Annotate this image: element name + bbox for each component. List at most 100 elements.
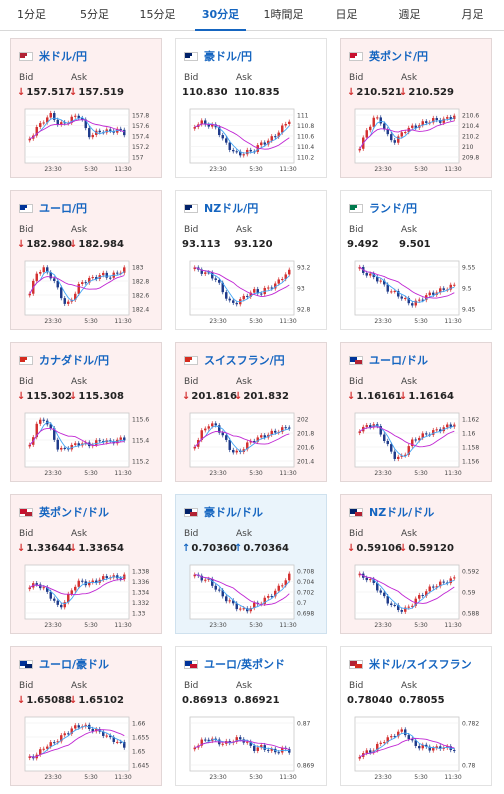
pair-name[interactable]: スイスフラン/円: [204, 354, 285, 367]
pair-card[interactable]: 米ドル/円 Bid Ask ↓157.517 ↓157.519 157.8 157.6 157…: [10, 38, 162, 178]
candle-body: [253, 602, 256, 609]
ask-label: Ask: [71, 529, 88, 539]
currency-flag-icon: [349, 659, 363, 669]
currency-flag-icon: [184, 507, 198, 517]
ask-label: Ask: [236, 225, 253, 235]
pair-name[interactable]: NZドル/ドル: [369, 506, 435, 519]
moving-average-short: [194, 425, 290, 452]
price-chart[interactable]: 115.6 115.4 115.2 23:30 5:30 11:30: [17, 409, 157, 479]
price-chart[interactable]: 0.592 0.59 0.588 23:30 5:30 11:30: [347, 561, 487, 631]
pair-name[interactable]: ユーロ/円: [39, 202, 88, 215]
candle-body: [432, 430, 435, 435]
pair-name[interactable]: 豪ドル/ドル: [204, 506, 264, 519]
pair-card[interactable]: ユーロ/円 Bid Ask ↓182.980 ↓182.984 183 182.8 182.6…: [10, 190, 162, 330]
price-chart[interactable]: 1.162 1.16 1.158 1.156 23:30 5:30 11:30: [347, 409, 487, 479]
pair-name[interactable]: 豪ドル/円: [204, 50, 253, 63]
candle-body: [288, 427, 291, 429]
tab-2[interactable]: 15分足: [139, 8, 176, 21]
price-chart[interactable]: 0.87 0.869 23:30 5:30 11:30: [182, 713, 322, 783]
tab-6[interactable]: 週足: [398, 8, 421, 21]
tab-3[interactable]: 30分足: [189, 0, 252, 31]
pair-name[interactable]: NZドル/円: [204, 202, 259, 215]
price-chart[interactable]: 210.6 210.4 210.2 210 209.8 23:30 5:30 11:30: [347, 105, 487, 175]
candle-body: [386, 596, 389, 604]
currency-flag-icon: [19, 507, 33, 517]
bid-label: Bid: [184, 681, 199, 691]
pair-card[interactable]: スイスフラン/円 Bid Ask ↓201.816 ↓201.832 202 201.8 20…: [175, 342, 327, 482]
candle-body: [260, 142, 263, 146]
tab-5[interactable]: 日足: [335, 8, 358, 21]
tab-4[interactable]: 1時間足: [263, 8, 304, 21]
candle-body: [242, 154, 245, 156]
candle-body: [239, 151, 242, 156]
ask-value: ↓115.308: [69, 391, 124, 402]
pair-card[interactable]: ユーロ/英ポンド Bid Ask 0.86913 0.86921 0.87 0.869 23:…: [175, 646, 327, 786]
candle-body: [228, 142, 231, 150]
price-chart[interactable]: 1.338 1.336 1.334 1.332 1.33 23:30 5:30 11:30: [17, 561, 157, 631]
price-chart[interactable]: 0.782 0.78 23:30 5:30 11:30: [347, 713, 487, 783]
price-chart[interactable]: 202 201.8 201.6 201.4 23:30 5:30 11:30: [182, 409, 322, 479]
x-tick-label: 23:30: [374, 470, 391, 477]
candle-body: [446, 117, 449, 119]
price-chart[interactable]: 1.66 1.655 1.65 1.645 23:30 5:30 11:30: [17, 713, 157, 783]
pair-name[interactable]: ユーロ/英ポンド: [204, 658, 286, 671]
pair-name[interactable]: 米ドル/円: [39, 50, 88, 63]
pair-card[interactable]: 米ドル/スイスフラン Bid Ask 0.78040 0.78055 0.782 0.78 2…: [340, 646, 492, 786]
price-chart[interactable]: 0.708 0.704 0.702 0.7 0.698 23:30 5:30 11:30: [182, 561, 322, 631]
bid-value: ↓115.302: [17, 391, 72, 402]
pair-name[interactable]: カナダドル/円: [39, 354, 110, 367]
candle-body: [404, 454, 407, 456]
candle-body: [400, 296, 403, 299]
pair-name[interactable]: ユーロ/ドル: [369, 354, 429, 367]
y-tick-label: 9.45: [462, 307, 476, 314]
x-tick-label: 23:30: [44, 166, 61, 173]
tab-0[interactable]: 1分足: [17, 8, 46, 21]
candle-body: [218, 279, 221, 283]
candlestick-chart: 1.338 1.336 1.334 1.332 1.33 23:30 5:30 11:30: [24, 564, 149, 629]
pair-title: NZドル/円: [184, 201, 258, 215]
candle-body: [435, 429, 438, 431]
ask-value-text: 0.86921: [234, 695, 280, 706]
pair-card[interactable]: 豪ドル/ドル Bid Ask ↑0.70360 ↑0.70364 0.708 0.704 0.…: [175, 494, 327, 634]
pair-name[interactable]: ランド/円: [369, 202, 418, 215]
pair-card[interactable]: ユーロ/豪ドル Bid Ask ↓1.65088 ↓1.65102 1.66 1.655 1.…: [10, 646, 162, 786]
pair-card[interactable]: ユーロ/ドル Bid Ask ↓1.16161 ↓1.16164 1.162 1.16 1.1…: [340, 342, 492, 482]
y-tick-label: 0.702: [297, 590, 314, 597]
pair-name[interactable]: 米ドル/スイスフラン: [369, 658, 472, 671]
moving-average-short: [29, 270, 125, 302]
candle-body: [77, 284, 80, 294]
ask-value: ↑0.70364: [234, 543, 289, 554]
pair-card[interactable]: 豪ドル/円 Bid Ask 110.830 110.835 111 110.8 110.6 11…: [175, 38, 327, 178]
tab-1[interactable]: 5分足: [80, 8, 109, 21]
candle-body: [28, 444, 31, 447]
price-chart[interactable]: 157.8 157.6 157.4 157.2 157 23:30 5:30 11:30: [17, 105, 157, 175]
pair-card[interactable]: カナダドル/円 Bid Ask ↓115.302 ↓115.308 115.6 115.4 1…: [10, 342, 162, 482]
tab-7[interactable]: 月足: [461, 8, 484, 21]
pair-name[interactable]: 英ポンド/ドル: [39, 506, 110, 519]
pair-card[interactable]: NZドル/ドル Bid Ask ↓0.59106 ↓0.59120 0.592 0.59 0.…: [340, 494, 492, 634]
candle-body: [123, 437, 126, 441]
pair-card[interactable]: ランド/円 Bid Ask 9.492 9.501 9.55 9.5 9.45 23:30 5:3…: [340, 190, 492, 330]
pair-card[interactable]: 英ポンド/ドル Bid Ask ↓1.33644 ↓1.33654 1.338 1.336 1…: [10, 494, 162, 634]
flag-part: [185, 52, 192, 58]
price-chart[interactable]: 111 110.8 110.6 110.4 110.2 23:30 5:30 11:30: [182, 105, 322, 175]
price-chart[interactable]: 93.2 93 92.8 23:30 5:30 11:30: [182, 257, 322, 327]
pair-card[interactable]: 英ポンド/円 Bid Ask ↓210.521 ↓210.529 210.6 210.4 21…: [340, 38, 492, 178]
x-tick-label: 5:30: [249, 318, 263, 325]
pair-name[interactable]: ユーロ/豪ドル: [39, 658, 110, 671]
pair-card[interactable]: NZドル/円 Bid Ask 93.113 93.120 93.2 93 92.8 23:30 5…: [175, 190, 327, 330]
candle-body: [211, 423, 214, 427]
moving-average-short: [29, 117, 125, 140]
candle-body: [211, 124, 214, 127]
candle-body: [439, 120, 442, 123]
candle-body: [42, 267, 45, 273]
moving-average-short: [194, 123, 290, 154]
pair-name[interactable]: 英ポンド/円: [369, 50, 429, 63]
ask-value: 0.78055: [399, 695, 445, 706]
candle-body: [379, 117, 382, 124]
price-chart[interactable]: 9.55 9.5 9.45 23:30 5:30 11:30: [347, 257, 487, 327]
candle-body: [442, 288, 445, 290]
price-chart[interactable]: 183 182.8 182.6 182.4 23:30 5:30 11:30: [17, 257, 157, 327]
y-tick-label: 9.55: [462, 265, 476, 272]
ask-value-text: 0.59120: [408, 543, 454, 554]
